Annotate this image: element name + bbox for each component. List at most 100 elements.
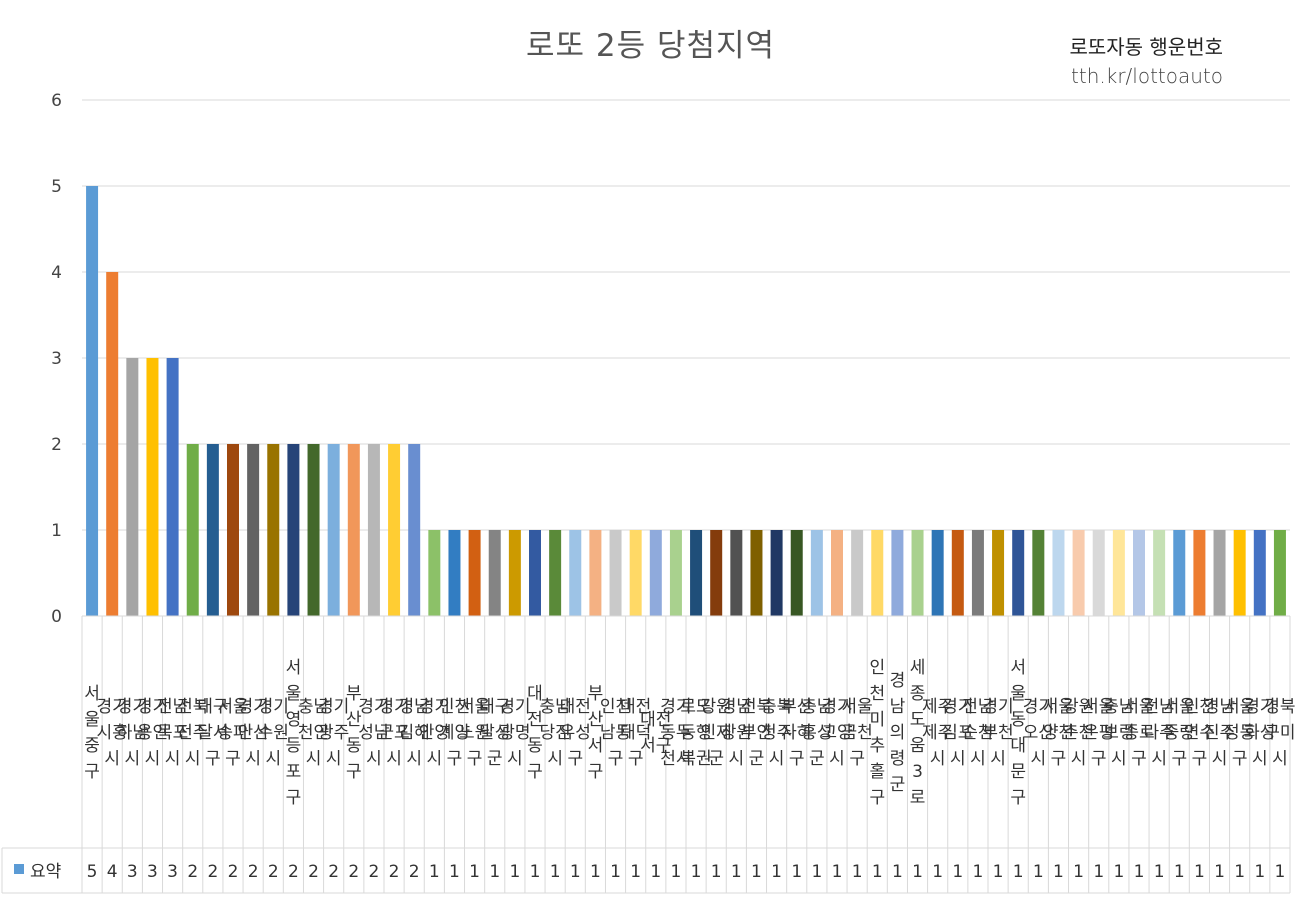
- data-value: 5: [87, 862, 98, 882]
- category-label: 경기 안양 시: [419, 697, 450, 769]
- bar: [992, 530, 1005, 616]
- bar: [1052, 530, 1065, 616]
- category-label: 인천 남동 구: [600, 697, 631, 769]
- category-label: 경기 화성 시: [1244, 697, 1275, 769]
- bar: [770, 530, 783, 616]
- bar: [1133, 530, 1145, 616]
- bar: [1253, 530, 1266, 616]
- data-value: 1: [1154, 862, 1165, 882]
- data-value: 3: [147, 862, 158, 882]
- y-axis-ticks: 0 1 2 3 4 5 6: [51, 91, 62, 627]
- bar: [931, 530, 944, 616]
- bar: [247, 444, 260, 616]
- bar: [549, 530, 562, 616]
- data-value: 1: [489, 862, 500, 882]
- category-label: 대구 달서 구: [197, 697, 228, 769]
- y-tick-label: 6: [51, 91, 62, 111]
- bar: [428, 530, 441, 616]
- category-label: 경기 광명 시: [499, 697, 530, 769]
- bar: [448, 530, 461, 616]
- bar: [1173, 530, 1186, 616]
- data-table: [1, 615, 1291, 894]
- data-value: 1: [1073, 862, 1084, 882]
- bar: [1273, 530, 1286, 616]
- bar: [488, 530, 501, 616]
- category-label: 경남 창원 시: [721, 697, 753, 769]
- category-label: 전북 부안 군: [741, 697, 773, 769]
- category-label: 전남 순천 시: [962, 697, 994, 769]
- category-label: 경기 고양 시: [821, 697, 852, 769]
- data-value: 2: [328, 862, 339, 882]
- category-label: 제주 제주 시: [922, 697, 953, 769]
- data-value: 1: [711, 862, 722, 882]
- category-label: 강원 춘천 시: [1063, 697, 1094, 769]
- bar: [1092, 530, 1105, 616]
- bar: [146, 358, 159, 616]
- data-value: 1: [429, 862, 440, 882]
- category-label: 경북 구미 시: [1264, 697, 1295, 769]
- data-value: 3: [167, 862, 178, 882]
- data-value: 1: [811, 862, 822, 882]
- category-label: 경기 오산 시: [1023, 697, 1055, 769]
- category-label: 서울 송파 구: [217, 697, 249, 769]
- brand-url[interactable]: tth.kr/lottoauto: [1071, 64, 1223, 88]
- category-label: 서울 노원 구: [459, 697, 490, 769]
- bar: [347, 444, 360, 616]
- bar: [1012, 530, 1025, 616]
- category-label: 충북 청주 시: [761, 697, 792, 769]
- data-value: 1: [872, 862, 883, 882]
- data-value: 1: [550, 862, 561, 882]
- bar: [166, 358, 179, 616]
- bar: [1193, 530, 1206, 616]
- y-tick-label: 5: [51, 177, 62, 197]
- data-value: 1: [1234, 862, 1245, 882]
- legend: 요약: [14, 862, 61, 882]
- data-value: 1: [771, 862, 782, 882]
- category-label: 경기 동두 천시: [660, 697, 691, 769]
- data-value: 1: [650, 862, 661, 882]
- data-value: 1: [1113, 862, 1124, 882]
- bar: [1112, 530, 1125, 616]
- bar: [589, 530, 602, 616]
- bar: [629, 530, 642, 616]
- data-value: 2: [389, 862, 400, 882]
- data-value: 2: [409, 862, 420, 882]
- bar: [669, 530, 682, 616]
- bar: [327, 444, 340, 616]
- category-labels: 서 울 중 구경기 시흥 시경기 하남 시경기 용인 시전남 목포 시전북 전주 시대구 달서 구서울 송파 구경…: [84, 658, 1295, 808]
- category-label: 경기 군포 시: [378, 697, 409, 769]
- bar: [1153, 530, 1166, 616]
- bar: [227, 444, 239, 616]
- category-label: 경기 용인 시: [137, 697, 168, 769]
- y-tick-label: 3: [51, 349, 62, 369]
- bar: [1072, 530, 1085, 616]
- data-value: 1: [1033, 862, 1044, 882]
- data-value: 1: [1254, 862, 1265, 882]
- data-value: 1: [892, 862, 903, 882]
- category-label: 경기 수원 시: [258, 697, 289, 769]
- category-label: 로또 동행 복권: [680, 697, 711, 769]
- category-label: 서울 금천 구: [841, 697, 872, 769]
- bar: [710, 530, 723, 616]
- legend-label: 요약: [30, 862, 61, 882]
- bar: [790, 530, 803, 616]
- data-value: 1: [731, 862, 742, 882]
- category-label: 인천 연수 구: [1184, 697, 1215, 769]
- bar: [307, 444, 320, 616]
- data-value: 1: [449, 862, 460, 882]
- data-value: 1: [630, 862, 641, 882]
- category-label: 대전 유성 구: [560, 697, 591, 769]
- bar: [287, 444, 300, 616]
- data-value: 1: [691, 862, 702, 882]
- data-value: 1: [852, 862, 863, 882]
- data-value: 1: [1214, 862, 1225, 882]
- category-label: 대구 달성 군: [479, 697, 510, 769]
